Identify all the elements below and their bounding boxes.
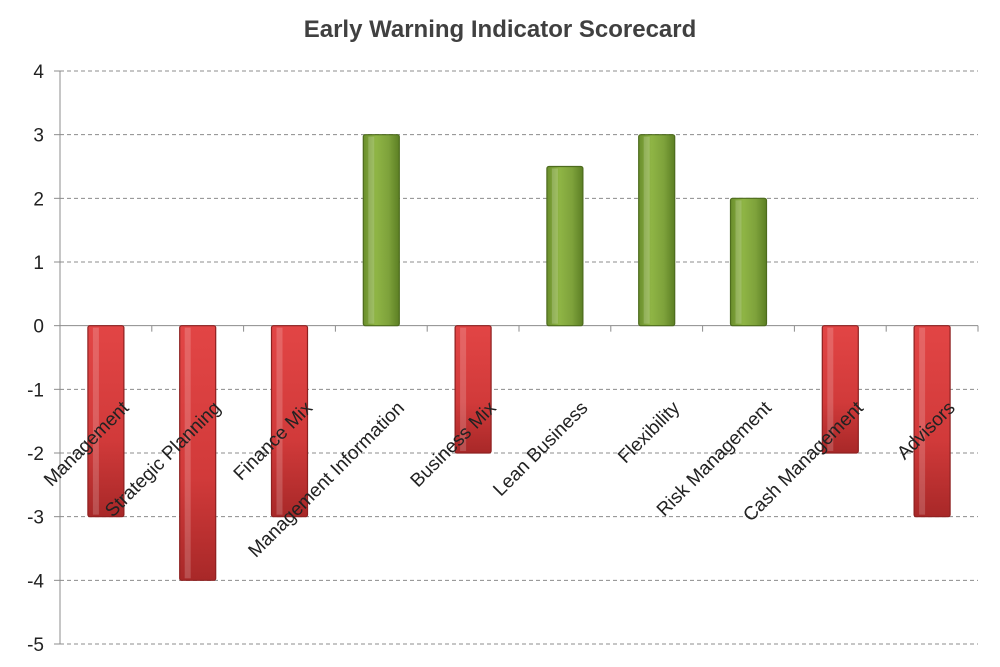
y-tick-label: 2 <box>33 189 44 210</box>
bar-lean-business <box>546 165 584 327</box>
x-category-label: Management Information <box>245 398 409 562</box>
bar-management-information <box>362 134 400 327</box>
y-tick-label: 3 <box>33 126 44 147</box>
x-category-label: Lean Business <box>489 398 592 501</box>
y-tick-label: -2 <box>27 444 44 465</box>
y-tick-label: -5 <box>27 635 44 656</box>
bar-cash-management <box>821 325 859 454</box>
y-tick-label: -3 <box>27 508 44 529</box>
y-tick-label: -4 <box>27 571 44 592</box>
bars <box>87 134 951 581</box>
bar-highlight <box>551 168 558 324</box>
y-tick-label: 0 <box>33 317 44 338</box>
bar-flexibility <box>638 134 676 327</box>
bar-highlight <box>276 327 283 515</box>
bar-highlight <box>92 327 99 515</box>
y-tick-label: 4 <box>33 62 44 83</box>
bar-strategic-planning <box>179 325 217 581</box>
bar-risk-management <box>729 197 768 327</box>
bar-business-mix <box>454 325 492 454</box>
x-category-label: Flexibility <box>614 397 684 467</box>
bar-highlight <box>368 136 375 324</box>
chart-title: Early Warning Indicator Scorecard <box>303 16 697 43</box>
bar-highlight <box>184 327 191 579</box>
bar-highlight <box>460 327 467 451</box>
bar-highlight <box>827 327 834 451</box>
y-tick-label: -1 <box>27 380 44 401</box>
bar-highlight <box>735 200 742 324</box>
bar-finance-mix <box>270 325 309 518</box>
bar-management <box>87 325 125 518</box>
bar-advisors <box>913 325 951 518</box>
y-tick-label: 1 <box>33 253 44 274</box>
bar-highlight <box>919 327 926 515</box>
bar-highlight <box>643 136 650 324</box>
